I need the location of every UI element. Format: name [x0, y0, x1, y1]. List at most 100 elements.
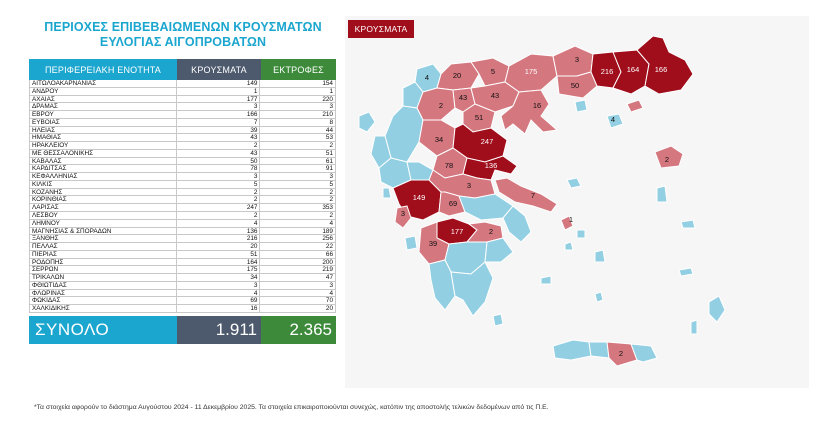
row-culls: 2 [329, 188, 333, 196]
map-label-kavala: 50 [571, 81, 579, 90]
region-samothraki [626, 99, 644, 113]
map-label-thessaloniki: 43 [491, 91, 499, 100]
row-area: ΗΜΑΘΙΑΣ [30, 134, 178, 142]
region-andros [560, 215, 574, 231]
row-cases: 43 [177, 134, 261, 142]
row-culls: 200 [322, 258, 333, 266]
region-syros [564, 241, 574, 251]
region-zakynthos [404, 235, 418, 251]
map-label-lesvos: 2 [665, 155, 669, 164]
row-culls: 4 [329, 289, 333, 297]
table-row: ΑΧΑΙΑΣ 177 220 [29, 95, 336, 104]
row-area: ΦΩΚΙΔΑΣ [30, 297, 178, 305]
map-label-evia: 7 [531, 191, 535, 200]
region-lasithi [630, 343, 658, 363]
row-cases: 1 [177, 87, 261, 95]
row-culls: 70 [325, 297, 333, 305]
row-area: ΦΛΩΡΙΝΑΣ [30, 289, 178, 297]
row-culls: 44 [325, 126, 333, 134]
row-area: ΠΙΕΡΙΑΣ [30, 250, 178, 258]
row-area: ΚΑΒΑΛΑΣ [30, 157, 178, 165]
row-culls: 91 [325, 165, 333, 173]
table-row: ΔΡΑΜΑΣ 3 3 [29, 103, 336, 112]
region-samos [680, 219, 696, 229]
row-cases: 7 [177, 118, 261, 126]
row-area: ΠΕΛΛΑΣ [30, 243, 178, 250]
region-chalkidiki [500, 89, 559, 135]
title-line-2: ΕΥΛΟΓΙΑΣ ΑΙΓΟΠΡΟΒΑΤΩΝ [99, 35, 267, 49]
region-attiki [502, 205, 532, 243]
region-chania [552, 339, 592, 361]
header-culls: ΕΚΤΡΟΦΕΣ [261, 59, 336, 80]
table-row: ΛΗΜΝΟΥ 4 4 [29, 219, 336, 228]
row-area: ΗΡΑΚΛΕΙΟΥ [30, 142, 178, 149]
table-row: ΡΟΔΟΠΗΣ 164 200 [29, 258, 336, 267]
table-row: ΞΑΝΘΗΣ 216 256 [29, 235, 336, 244]
row-area: ΕΥΒΟΙΑΣ [30, 118, 178, 126]
row-cases: 166 [177, 111, 261, 118]
row-culls: 53 [325, 134, 333, 142]
region-lesvos [654, 145, 684, 169]
row-area: ΤΡΙΚΑΛΩΝ [30, 274, 178, 281]
row-culls: 2 [329, 196, 333, 204]
row-cases: 39 [177, 126, 261, 134]
table-row: ΗΡΑΚΛΕΙΟΥ 2 2 [29, 142, 336, 150]
map-label-larisa: 247 [481, 137, 494, 146]
region-kozani [416, 87, 456, 121]
row-culls: 66 [325, 250, 333, 258]
table-row: ΕΒΡΟΥ 166 210 [29, 111, 336, 119]
map-legend-tag: ΚΡΟΥΣΜΑΤΑ [348, 20, 414, 38]
row-area: ΚΑΡΔΙΤΣΑΣ [30, 165, 178, 173]
map-label-serres: 175 [525, 67, 538, 76]
total-label: ΣΥΝΟΛΟ [29, 315, 177, 344]
row-culls: 3 [329, 281, 333, 289]
table-row: ΛΑΡΙΣΑΣ 247 353 [29, 204, 336, 213]
row-culls: 4 [329, 219, 333, 227]
table-row: ΦΘΙΩΤΙΔΑΣ 3 3 [29, 281, 336, 290]
title-line-1: ΠΕΡΙΟΧΕΣ ΕΠΙΒΕΒΑΙΩΜΕΝΩΝ ΚΡΟΥΣΜΑΤΩΝ [44, 20, 322, 34]
region-karpathos [690, 319, 698, 335]
greece-map: 4 20 5 175 3 50 216 164 166 2 43 43 51 16 4 34 247 78 136 2… [345, 16, 809, 388]
header-cases: ΚΡΟΥΣΜΑΤΑ [177, 59, 261, 80]
region-rhodes [708, 295, 726, 323]
table-row: ΗΜΑΘΙΑΣ 43 53 [29, 134, 336, 143]
row-culls: 22 [325, 243, 333, 250]
table-row: ΜΑΓΝΗΣΙΑΣ & ΣΠΟΡΑΔΩΝ 136 189 [29, 227, 336, 236]
table-row: ΣΕΡΡΩΝ 175 219 [29, 266, 336, 275]
region-lefkada [382, 187, 392, 199]
region-kefallinia [394, 205, 412, 229]
map-label-aitoloakarnania: 149 [413, 193, 426, 202]
row-cases: 78 [177, 165, 261, 173]
total-row: ΣΥΝΟΛΟ 1.911 2.365 [29, 315, 336, 344]
map-label-ileia: 39 [429, 239, 437, 248]
row-culls: 8 [329, 118, 333, 126]
map-label-kefallinia: 3 [401, 209, 405, 218]
region-lakonia [450, 261, 494, 317]
table-row: ΛΕΣΒΟΥ 2 2 [29, 212, 336, 220]
region-santorini [594, 291, 604, 303]
row-culls: 3 [329, 103, 333, 111]
row-cases: 50 [177, 157, 261, 165]
row-culls: 220 [322, 95, 333, 103]
row-cases: 2 [177, 188, 261, 196]
table-row: ΚΙΛΚΙΣ 5 5 [29, 180, 336, 189]
row-cases: 136 [177, 227, 261, 235]
cases-table: ΠΕΡΙΦΕΡΕΙΑΚΗ ΕΝΟΤΗΤΑ ΚΡΟΥΣΜΑΤΑ ΕΚΤΡΟΦΕΣ … [29, 59, 336, 344]
row-area: ΚΙΛΚΙΣ [30, 180, 178, 188]
row-area: ΧΑΛΚΙΔΙΚΗΣ [30, 305, 178, 312]
row-culls: 2 [329, 212, 333, 219]
region-argolida [484, 237, 514, 263]
row-culls: 210 [322, 111, 333, 118]
row-culls: 51 [325, 149, 333, 157]
row-cases: 247 [177, 204, 261, 212]
row-culls: 3 [329, 173, 333, 180]
table-row: ΕΥΒΟΙΑΣ 7 8 [29, 118, 336, 127]
region-irakleio [606, 341, 638, 367]
table-row: ΠΙΕΡΙΑΣ 51 66 [29, 250, 336, 259]
map-label-fokida: 69 [449, 199, 457, 208]
row-culls: 353 [322, 204, 333, 212]
region-evia [494, 177, 558, 213]
region-evrytania [406, 161, 434, 181]
row-cases: 5 [177, 180, 261, 188]
